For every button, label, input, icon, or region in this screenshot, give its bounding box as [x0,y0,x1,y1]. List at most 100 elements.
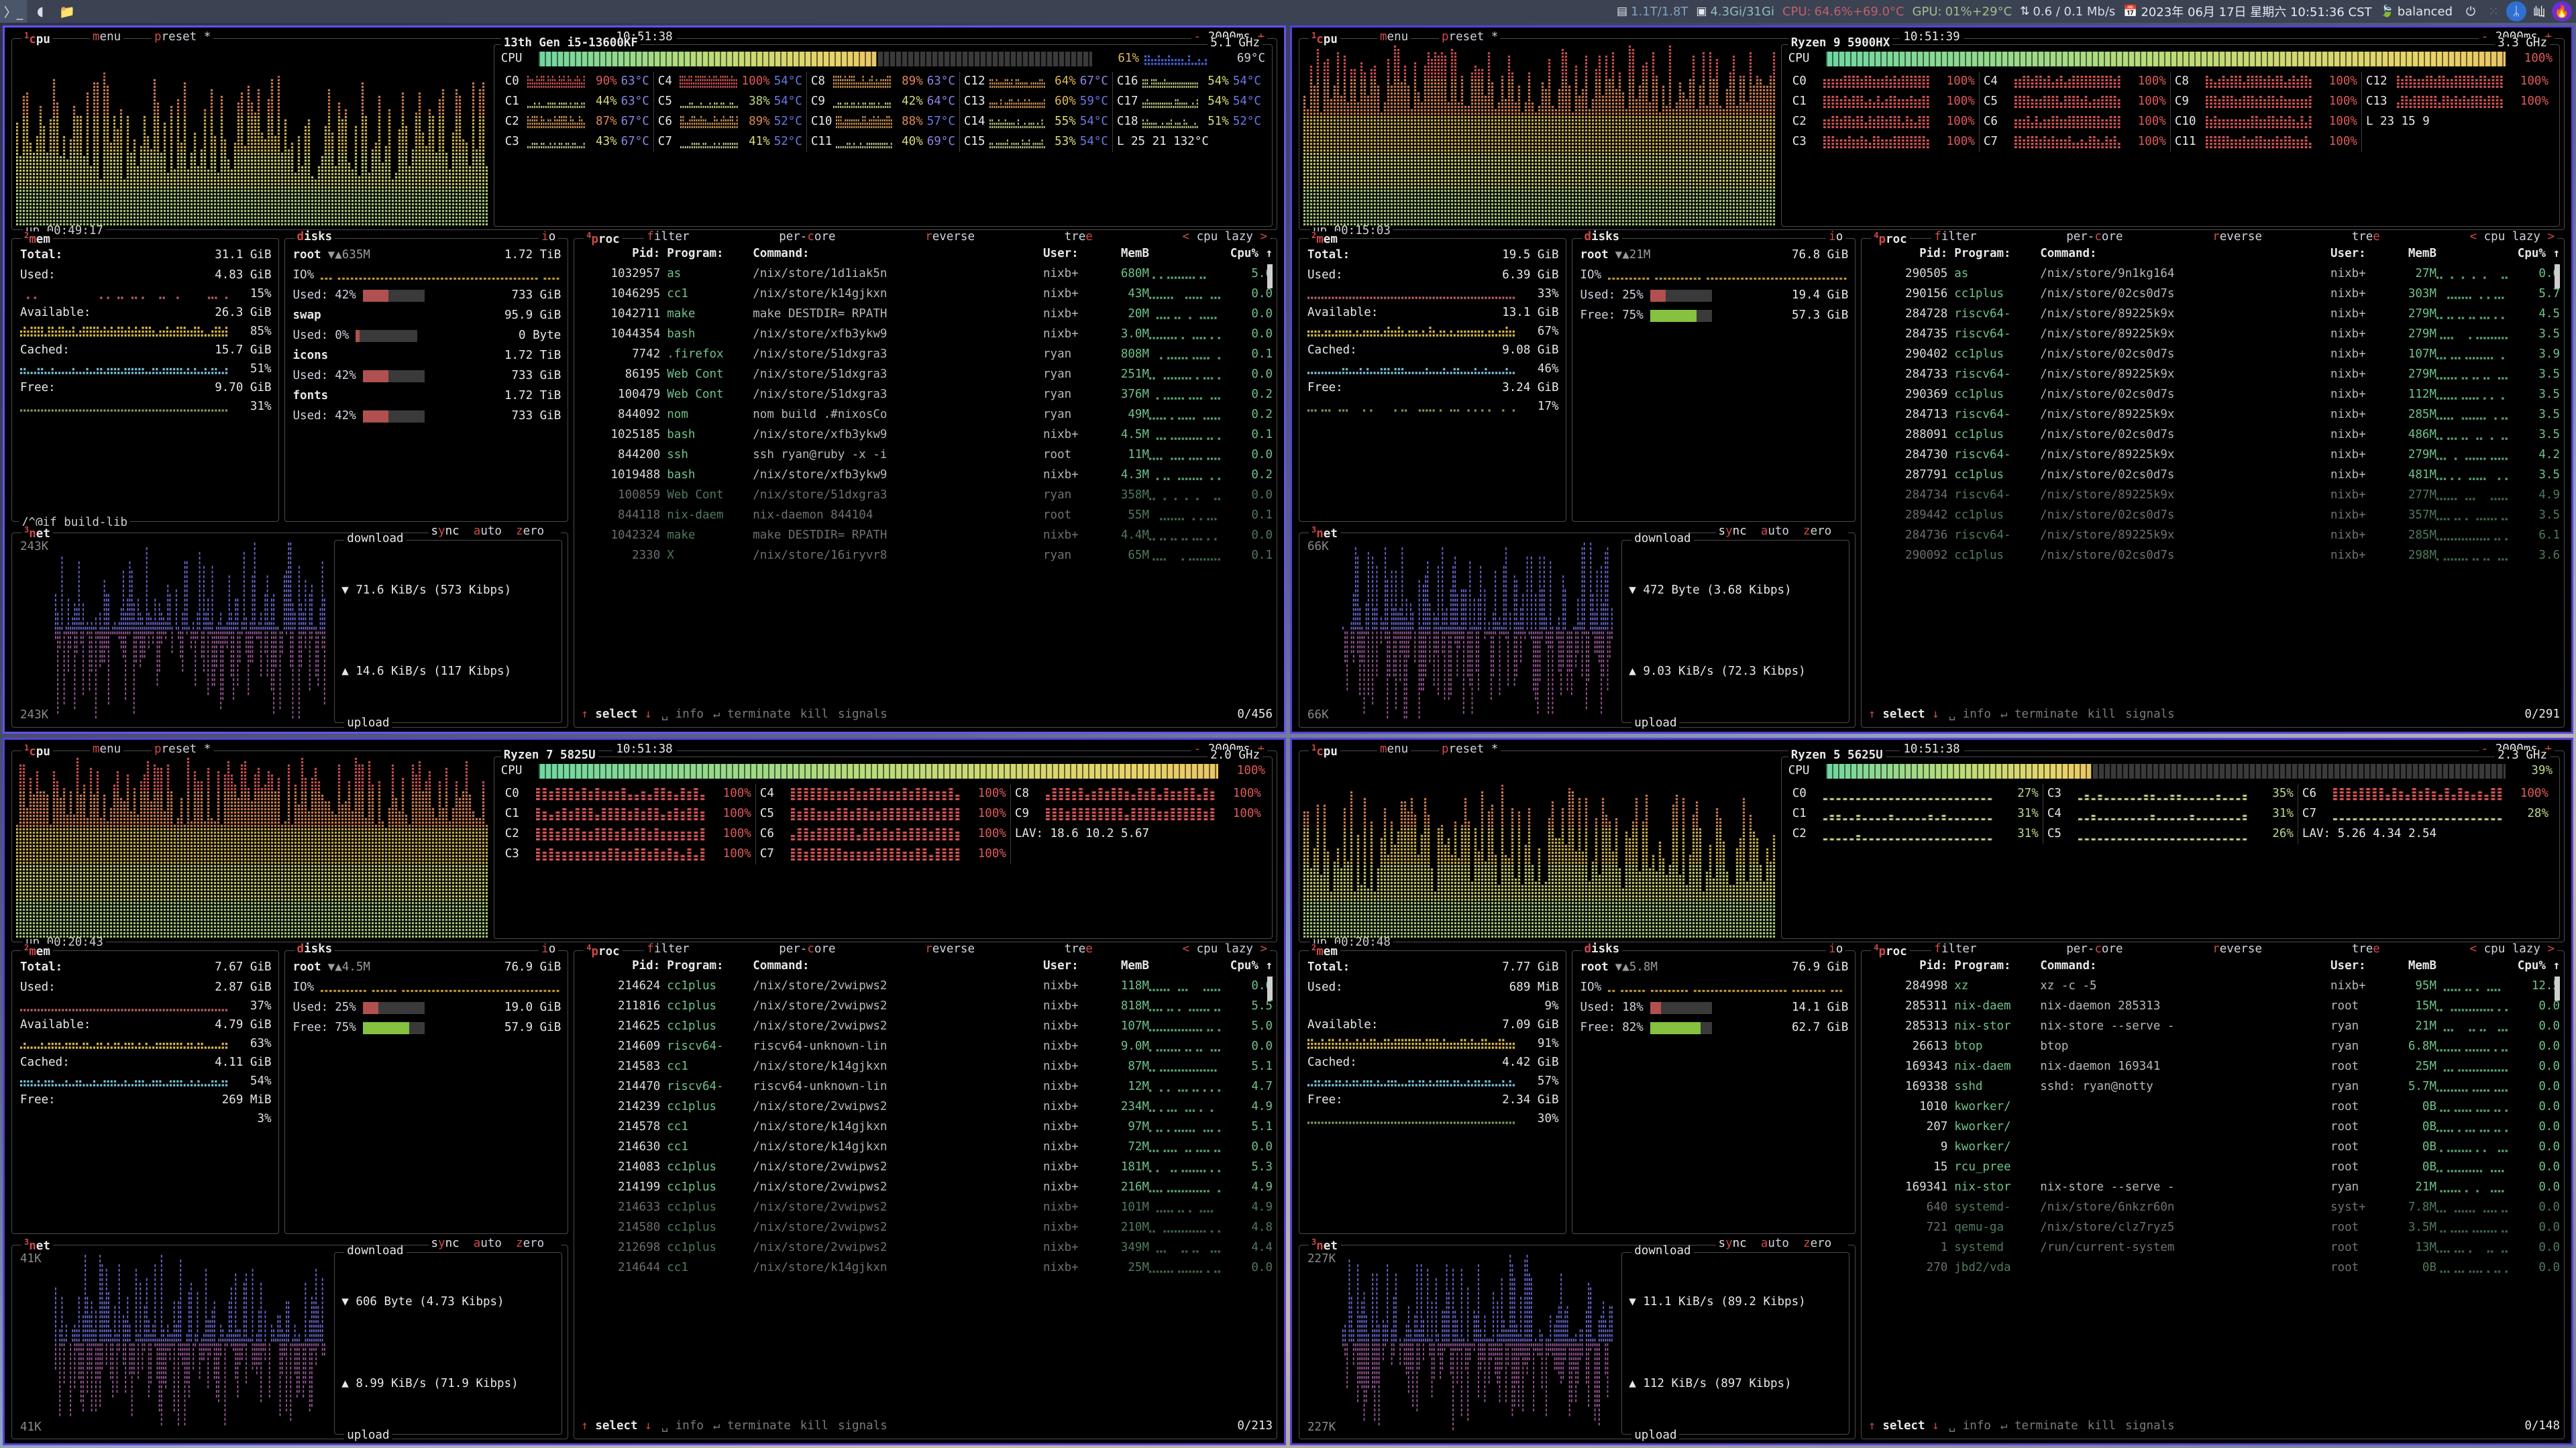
proc-terminate-hint[interactable]: ↵ terminate [2000,707,2078,721]
table-row[interactable]: 289442 cc1plus/nix/store/02cs0d7s nixb+ 357… [1868,506,2560,526]
cpu-box-title[interactable]: 1cpu [21,32,53,46]
cpu-menu-button[interactable]: menu [1377,31,1411,44]
table-row[interactable]: 214580 cc1plus/nix/store/2vwipws2 nixb+ 210… [581,1218,1273,1238]
table-row[interactable]: 214239 cc1plus/nix/store/2vwipws2 nixb+ 234… [581,1097,1273,1117]
cpu-box[interactable]: 1cpu menu preset * 10:51:38- 2000ms + up 00:… [11,31,1277,237]
table-row[interactable]: 721 qemu-ga/nix/store/clz7ryz5 root 3.5M 0.0 [1868,1218,2560,1238]
table-row[interactable]: 100479 Web Cont/nix/store/51dxgra3 ryan 376… [581,385,1273,405]
proc-terminate-hint[interactable]: ↵ terminate [2000,1419,2078,1433]
cpu-box[interactable]: 1cpu menu preset * 10:51:38- 2000ms + up 00:… [1299,743,2565,949]
proc-sort-selector[interactable]: < cpu lazy > [2469,942,2555,956]
mem-box[interactable]: 2mem Total: 7.77 GiB Used: 689 MiB 9% Availabl… [1299,943,1566,1234]
table-row[interactable]: 169338 sshd sshd: ryan@notty ryan 5.7M 0.0 [1868,1077,2560,1097]
table-row[interactable]: 169343 nix-daem nix-daemon 169341 root 25M 0.… [1868,1057,2560,1077]
table-row[interactable]: 284734 riscv64- /nix/store/89225k9x nixb+ 27… [1868,486,2560,506]
table-row[interactable]: 1032957 as/nix/store/1d1iak5n nixb+ 680M 5.0 [581,264,1273,284]
cpu-preset-button[interactable]: preset * [152,743,214,755]
cpu-menu-button[interactable]: menu [90,743,124,755]
mem-box[interactable]: 2mem Total: 19.5 GiB Used: 6.39 GiB 33% Availa… [1299,231,1566,522]
proc-box-title[interactable]: 4proc [584,231,623,246]
table-row[interactable]: 214633 cc1plus/nix/store/2vwipws2 nixb+ 101… [581,1198,1273,1218]
disks-box-title[interactable]: disks [294,231,335,243]
table-row[interactable]: 214624 cc1plus/nix/store/2vwipws2 nixb+ 118… [581,977,1273,997]
proc-reverse-button[interactable]: reverse [2212,942,2262,956]
table-row[interactable]: 290092 cc1plus/nix/store/02cs0d7s nixb+ 298… [1868,546,2560,566]
proc-tree-button[interactable]: tree [2351,230,2380,243]
proc-select-hint[interactable]: ↑ select ↓ [581,1419,652,1433]
proc-scrollbar-thumb[interactable] [1267,264,1273,288]
files-launcher[interactable]: 📁 [59,4,75,19]
table-row[interactable]: 1025185 bash/nix/store/xfb3ykw9 nixb+ 4.5M 0… [581,425,1273,445]
table-row[interactable]: 26613 btop btop ryan 6.8M 0.0 [1868,1037,2560,1057]
proc-kill-hint[interactable]: kill [2087,1419,2116,1433]
table-row[interactable]: 214630 cc1/nix/store/k14gjkxn nixb+ 72M 0.0 [581,1137,1273,1158]
table-row[interactable]: 214609 riscv64- riscv64-unknown-lin nixb+ 9.… [581,1037,1273,1057]
cpu-preset-button[interactable]: preset * [152,31,214,44]
fcitx-icon[interactable]: 屾 [2533,5,2545,19]
table-row[interactable]: 1042711 make make DESTDIR= RPATH nixb+ 20M 0.… [581,304,1273,325]
table-row[interactable]: 640 systemd- /nix/store/6nkzr60n syst+ 7.8M 0… [1868,1198,2560,1218]
proc-box[interactable]: 4proc filter per-core reverse tree < cpu lazy… [574,231,1277,728]
table-row[interactable]: 284730 riscv64- /nix/store/89225k9x nixb+ 27… [1868,445,2560,465]
table-row[interactable]: 270 jbd2/vda root 0B 0.0 [1868,1258,2560,1278]
cpu-preset-button[interactable]: preset * [1439,743,1501,755]
browser-launcher[interactable]: ◖ [36,4,44,19]
proc-info-hint[interactable]: ␣ info [1948,707,1991,721]
proc-reverse-button[interactable]: reverse [925,942,975,956]
table-row[interactable]: 290369 cc1plus/nix/store/02cs0d7s nixb+ 112… [1868,385,2560,405]
proc-options[interactable]: filter per-core reverse tree < cpu lazy > [644,942,1270,956]
cpu-box-title[interactable]: 1cpu [21,743,53,758]
mem-box-title[interactable]: 2mem [1309,943,1340,958]
proc-sort-selector[interactable]: < cpu lazy > [1182,942,1267,956]
table-row[interactable]: 844118 nix-daem nix-daemon 844104 root 55M 0.… [581,506,1273,526]
proc-kill-hint[interactable]: kill [2087,707,2116,721]
table-row[interactable]: 285313 nix-stor nix-store --serve - ryan 21M… [1868,1017,2560,1037]
terminal-window-3[interactable]: 1cpu menu preset * 10:51:38- 2000ms + up 00:… [3,737,1286,1445]
mem-box[interactable]: 2mem Total: 31.1 GiB Used: 4.83 GiB 15% Availa… [11,231,279,529]
proc-percore-button[interactable]: per-core [2066,942,2123,956]
table-row[interactable]: 214583 cc1/nix/store/k14gjkxn nixb+ 87M 5.1 [581,1057,1273,1077]
table-row[interactable]: 1046295 cc1/nix/store/k14gjkxn nixb+ 43M 0.0 [581,284,1273,304]
net-box-title[interactable]: 3net [1309,1237,1340,1252]
terminal-launcher[interactable]: 〉_ [0,0,27,23]
proc-signals-hint[interactable]: signals [837,707,888,721]
proc-options[interactable]: filter per-core reverse tree < cpu lazy > [644,231,1270,243]
table-row[interactable]: 1044354 bash/nix/store/xfb3ykw9 nixb+ 3.0M 0… [581,325,1273,345]
proc-sort-selector[interactable]: < cpu lazy > [2469,230,2555,243]
table-row[interactable]: 288091 cc1plus/nix/store/02cs0d7s nixb+ 486… [1868,425,2560,445]
table-row[interactable]: 214625 cc1plus/nix/store/2vwipws2 nixb+ 107… [581,1017,1273,1037]
table-row[interactable]: 214470 riscv64- riscv64-unknown-lin nixb+ 12… [581,1077,1273,1097]
proc-box-title[interactable]: 4proc [1871,231,1910,246]
proc-scrollbar[interactable] [2555,976,2560,1418]
proc-tree-button[interactable]: tree [1064,942,1093,956]
proc-filter-button[interactable]: filter [1934,942,1977,956]
cpu-box[interactable]: 1cpu menu preset * 10:51:39- 2000ms + up 00:… [1299,31,2565,237]
terminal-window-4[interactable]: 1cpu menu preset * 10:51:38- 2000ms + up 00:… [1290,737,2573,1445]
cpu-preset-button[interactable]: preset * [1439,31,1501,44]
proc-scrollbar-thumb[interactable] [1267,976,1273,1001]
mem-box-title[interactable]: 2mem [21,943,53,958]
table-row[interactable]: 290402 cc1plus/nix/store/02cs0d7s nixb+ 107… [1868,345,2560,365]
table-row[interactable]: 214578 cc1/nix/store/k14gjkxn nixb+ 97M 5.1 [581,1117,1273,1137]
table-row[interactable]: 284728 riscv64- /nix/store/89225k9x nixb+ 27… [1868,304,2560,325]
net-options[interactable]: sync auto zero [1715,1237,1849,1250]
table-row[interactable]: 100859 Web Cont/nix/store/51dxgra3 ryan 358… [581,486,1273,506]
cpu-box-title[interactable]: 1cpu [1309,743,1340,758]
disks-io-label[interactable]: io [539,231,559,243]
proc-options[interactable]: filter per-core reverse tree < cpu lazy > [1931,231,2557,243]
disks-io-label[interactable]: io [1826,943,1846,955]
proc-box-title[interactable]: 4proc [584,943,623,958]
net-box-title[interactable]: 3net [1309,526,1340,541]
proc-reverse-button[interactable]: reverse [925,230,975,243]
table-row[interactable]: 7742 .firefox/nix/store/51dxgra3 ryan 808M 0… [581,345,1273,365]
proc-percore-button[interactable]: per-core [2066,230,2123,243]
proc-scrollbar[interactable] [1267,976,1273,1418]
net-options[interactable]: sync auto zero [428,525,561,538]
table-row[interactable]: 844092 nom nom build .#nixosCo ryan 49M 0.2 [581,405,1273,425]
disks-box-title[interactable]: disks [294,943,335,955]
net-box[interactable]: 3net sync auto zero 243K 243K download ▼ 71.… [11,525,569,730]
proc-box[interactable]: 4proc filter per-core reverse tree < cpu lazy… [1861,943,2565,1439]
table-row[interactable]: 285311 nix-daem nix-daemon 285313 root 15M 0.… [1868,997,2560,1017]
proc-box[interactable]: 4proc filter per-core reverse tree < cpu lazy… [574,943,1277,1439]
proc-terminate-hint[interactable]: ↵ terminate [712,1419,791,1433]
